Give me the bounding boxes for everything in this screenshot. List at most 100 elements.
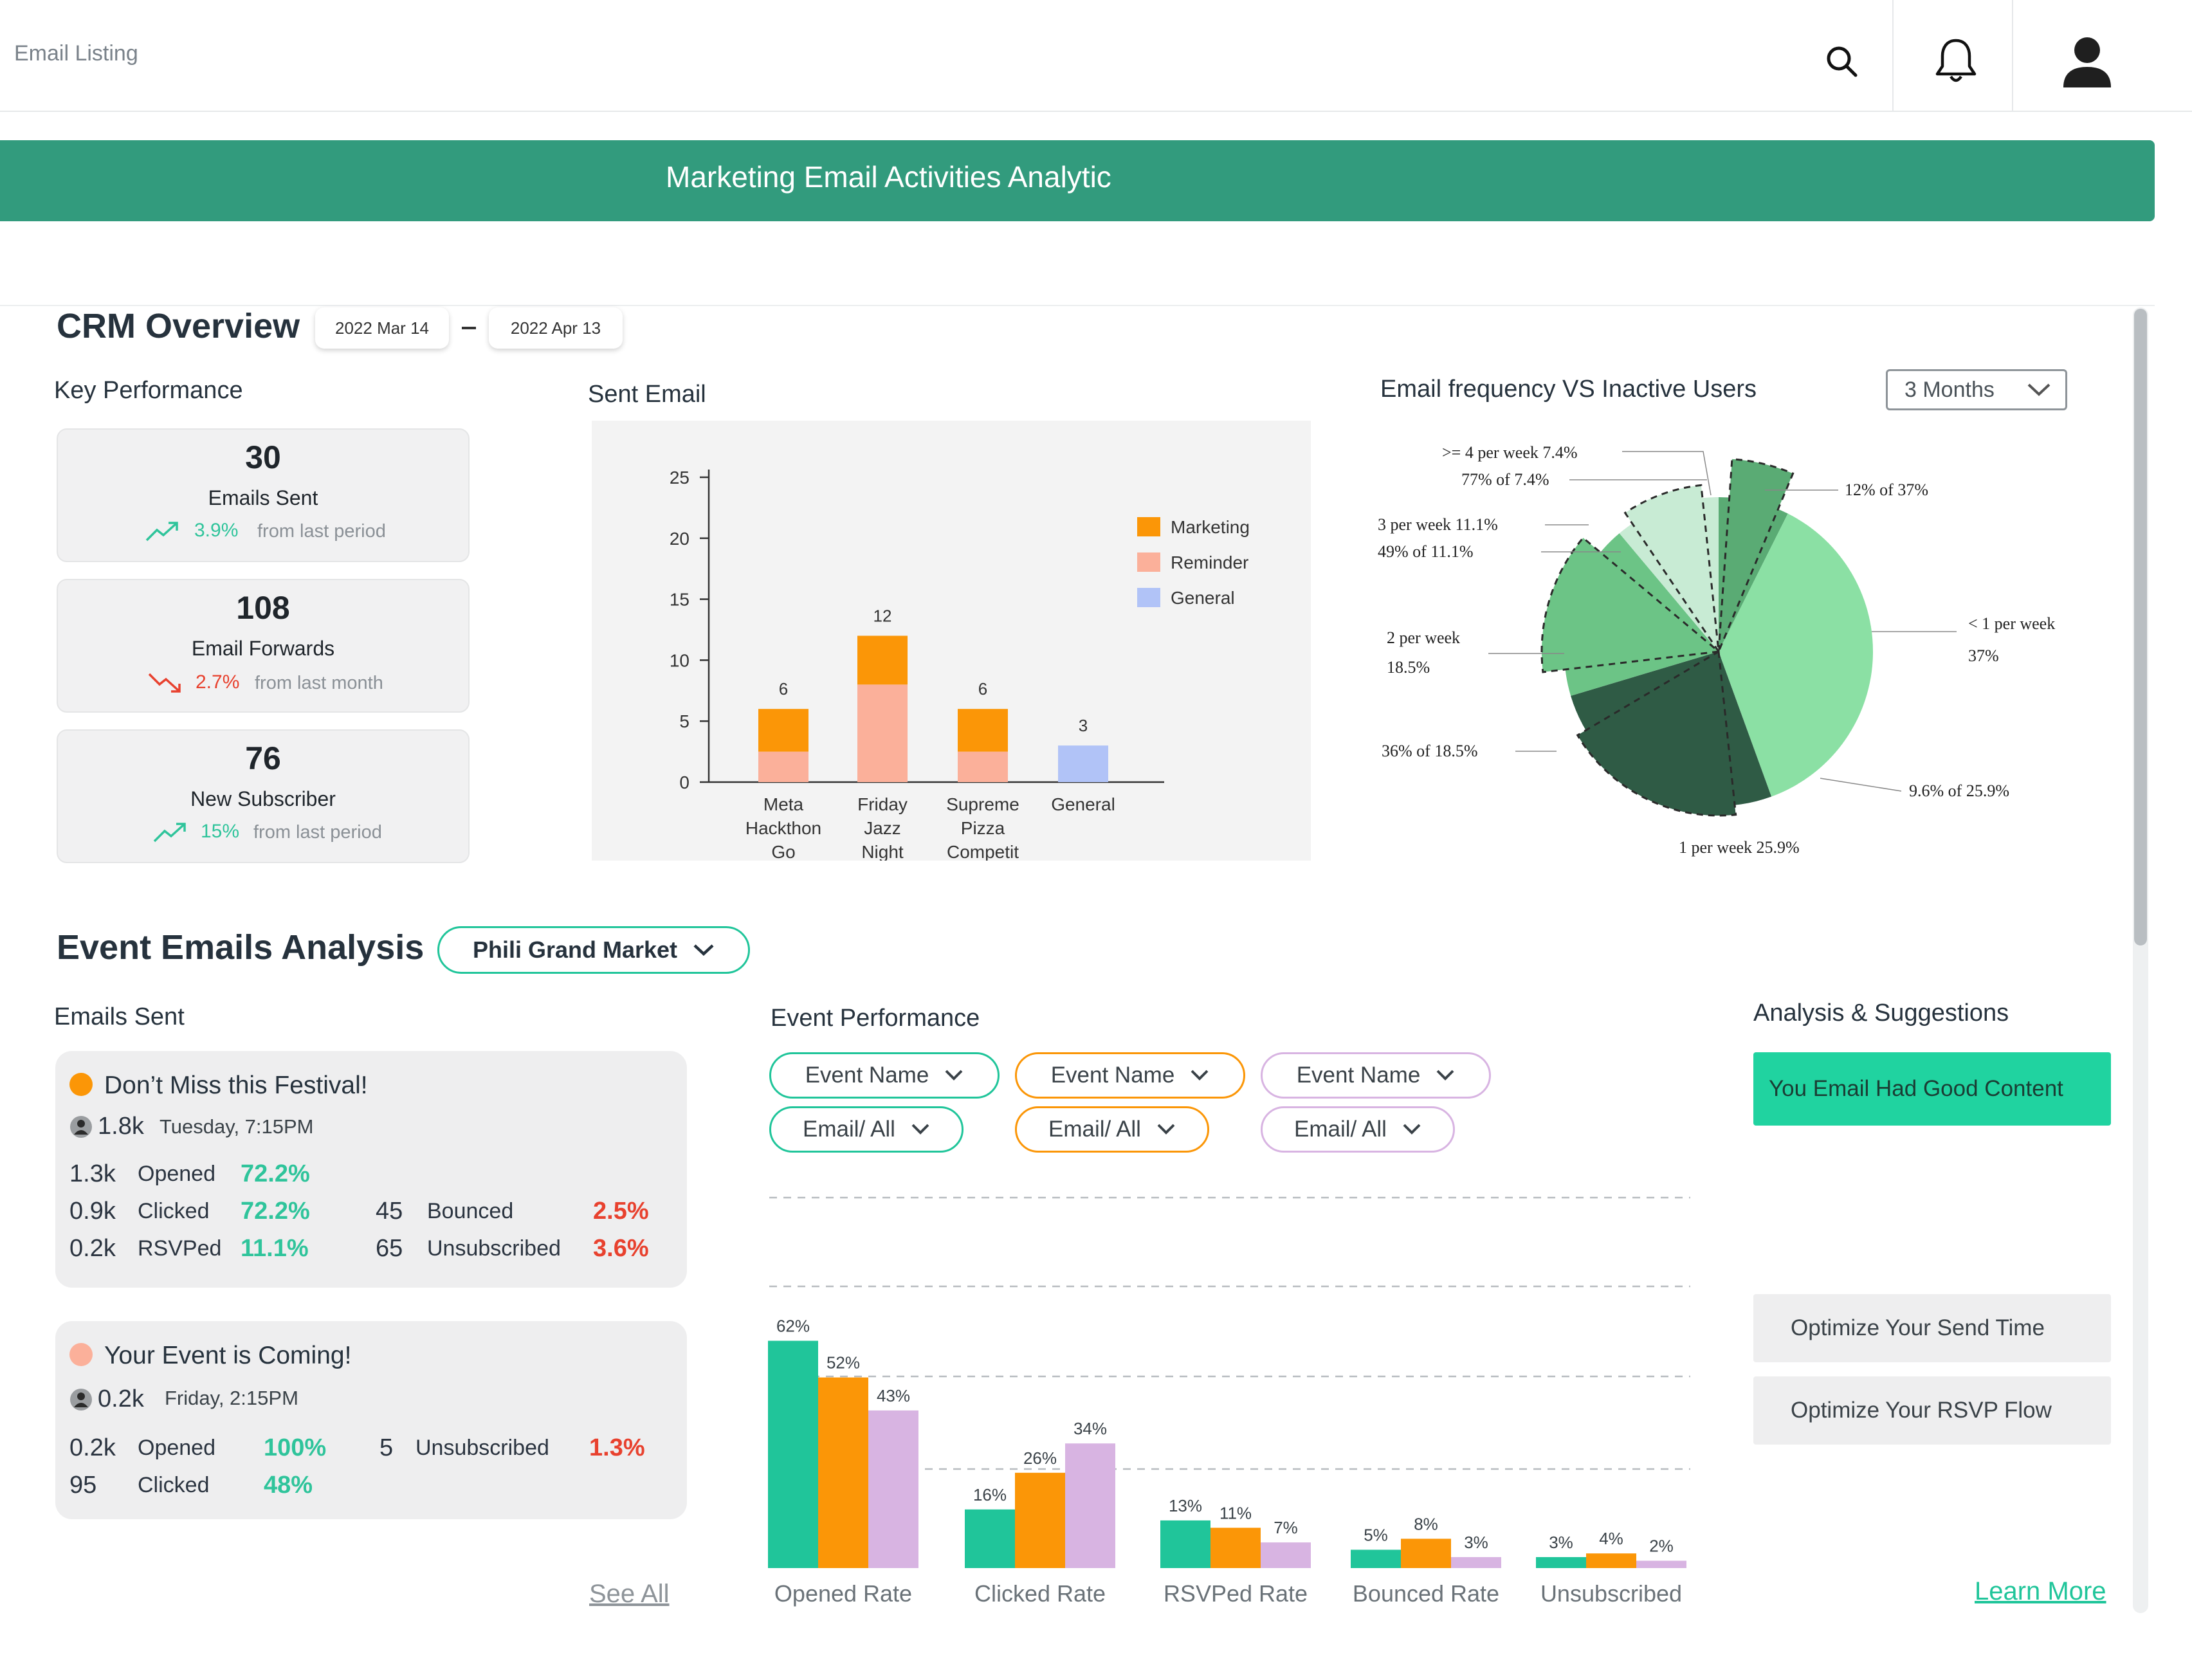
event-selector-dropdown[interactable]: Phili Grand Market: [437, 926, 750, 974]
bar-1: [1351, 1549, 1401, 1568]
data-label: 3%: [1464, 1533, 1488, 1552]
sent-email-chart: 0 5 10 15 20 25 6 Meta Hackthon Go 12 Friday Jazz Nig…: [670, 468, 1250, 862]
pie-label: 36% of 18.5%: [1382, 742, 1477, 760]
unsubscribed-rate: 1.3%: [589, 1434, 645, 1461]
good-content-banner[interactable]: You Email Had Good Content: [1753, 1052, 2111, 1126]
bar-1: [965, 1509, 1015, 1568]
x-tick-label: Night: [861, 842, 904, 861]
kpi-value: 108: [236, 590, 290, 626]
data-label: 62%: [776, 1317, 810, 1336]
clicked-count: 0.9k: [69, 1198, 116, 1225]
chevron-down-icon: [911, 1124, 929, 1135]
email-card[interactable]: Your Event is Coming! 0.2k Friday, 2:15P…: [55, 1321, 687, 1519]
email-filter-dropdown[interactable]: Email/ All: [1261, 1106, 1455, 1153]
email-filter-dropdown-value: Email/ All: [1294, 1117, 1387, 1142]
clicked-count: 95: [69, 1472, 97, 1499]
pie-label: 77% of 7.4%: [1461, 470, 1549, 489]
event-name-dropdown-value: Event Name: [1050, 1063, 1175, 1088]
see-all-link[interactable]: See All: [589, 1580, 670, 1608]
bar-total-label: 6: [779, 679, 788, 698]
status-dot: [69, 1343, 93, 1366]
data-label: 52%: [827, 1353, 860, 1373]
analysis-title: Analysis & Suggestions: [1753, 1000, 2009, 1027]
bounced-count: 45: [376, 1198, 403, 1225]
date-to-picker[interactable]: 2022 Apr 13: [489, 307, 623, 349]
rsvp-label: RSVPed: [138, 1236, 222, 1261]
event-name-dropdown[interactable]: Event Name: [769, 1052, 1000, 1099]
pie-label: 18.5%: [1387, 658, 1430, 677]
pie-label: < 1 per week: [1968, 614, 2055, 633]
pie-leader-line: [1820, 778, 1902, 792]
x-tick-label: Competit: [947, 842, 1019, 861]
search-button[interactable]: [1787, 13, 1896, 109]
data-label: 2%: [1649, 1537, 1674, 1556]
y-tick-label: 10: [670, 650, 690, 670]
bar-total-label: 3: [1079, 716, 1088, 735]
y-tick-label: 5: [679, 711, 690, 731]
suggestion-rsvp-flow[interactable]: Optimize Your RSVP Flow: [1753, 1376, 2111, 1445]
event-name-dropdown[interactable]: Event Name: [1015, 1052, 1245, 1099]
clicked-rate: 72.2%: [241, 1198, 310, 1225]
kpi-label: Emails Sent: [208, 486, 318, 509]
user-icon: [2063, 37, 2111, 87]
kpi-card-emails-sent: 30 Emails Sent 3.9% from last period: [57, 428, 470, 562]
toolbar-divider: [2012, 0, 2013, 111]
bar-segment-marketing: [958, 709, 1008, 752]
clicked-label: Clicked: [138, 1199, 210, 1223]
x-tick-label: Unsubscribed: [1540, 1580, 1682, 1607]
pie-leader-line: [1622, 451, 1712, 496]
suggestion-send-time[interactable]: Optimize Your Send Time: [1753, 1294, 2111, 1362]
event-name-dropdown[interactable]: Event Name: [1261, 1052, 1491, 1099]
chevron-down-icon: [1403, 1124, 1421, 1135]
email-filter-dropdown[interactable]: Email/ All: [1015, 1106, 1209, 1153]
x-tick-label: Go: [771, 842, 795, 861]
profile-button[interactable]: [2032, 13, 2142, 109]
sent-email-chart-panel: 0 5 10 15 20 25 6 Meta Hackthon Go 12 Friday Jazz Nig…: [592, 421, 1311, 862]
email-card[interactable]: Don’t Miss this Festival! 1.8k Tuesday, …: [55, 1051, 687, 1288]
kpi-card-email-forwards: 108 Email Forwards 2.7% from last month: [57, 579, 470, 713]
learn-more-link[interactable]: Learn More: [1975, 1577, 2106, 1605]
breadcrumb[interactable]: Email Listing: [14, 41, 138, 66]
send-time: Friday, 2:15PM: [165, 1387, 298, 1409]
data-label: 34%: [1073, 1419, 1107, 1438]
section-divider: [0, 305, 2155, 306]
data-label: 43%: [877, 1386, 910, 1405]
kpi-label: Email Forwards: [191, 637, 335, 660]
y-tick-label: 0: [679, 772, 690, 792]
page-banner: [0, 140, 2155, 221]
pie-label: 49% of 11.1%: [1378, 542, 1474, 561]
bar-1: [1536, 1557, 1586, 1568]
status-dot: [69, 1073, 93, 1096]
data-label: 11%: [1219, 1503, 1252, 1522]
data-label: 7%: [1274, 1518, 1298, 1537]
search-icon: [1827, 46, 1858, 77]
pie-inactive-wedge: [1540, 536, 1721, 673]
bar-2: [1015, 1472, 1065, 1568]
chevron-down-icon: [1157, 1124, 1175, 1135]
key-performance-title: Key Performance: [54, 377, 243, 404]
emails-sent-title: Emails Sent: [54, 1003, 185, 1030]
email-title: Don’t Miss this Festival!: [104, 1072, 368, 1099]
email-filter-dropdown[interactable]: Email/ All: [769, 1106, 964, 1153]
date-from-picker[interactable]: 2022 Mar 14: [315, 307, 449, 349]
kpi-label: New Subscriber: [190, 787, 336, 810]
scrollbar-thumb[interactable]: [2134, 309, 2147, 945]
bar-segment-reminder: [758, 751, 808, 782]
pie-inactive-wedge: [1576, 650, 1737, 817]
range-dropdown[interactable]: 3 Months: [1886, 369, 2067, 410]
x-tick-label: Hackthon: [745, 818, 821, 838]
unsubscribed-rate: 3.6%: [593, 1235, 649, 1262]
toolbar-divider: [1892, 0, 1894, 111]
x-tick-label: Meta: [763, 794, 804, 814]
notifications-button[interactable]: [1901, 13, 2011, 109]
bar-segment-marketing: [758, 709, 808, 752]
x-tick-label: RSVPed Rate: [1164, 1580, 1308, 1607]
trend-down-icon: [148, 673, 181, 693]
data-label: 13%: [1169, 1496, 1202, 1515]
kpi-delta: 15%: [201, 821, 240, 842]
sent-email-title: Sent Email: [588, 381, 706, 408]
x-tick-label: Supreme: [946, 794, 1019, 814]
rsvp-count: 0.2k: [69, 1235, 116, 1262]
x-tick-label: Pizza: [961, 818, 1005, 838]
event-selector-value: Phili Grand Market: [472, 936, 678, 963]
